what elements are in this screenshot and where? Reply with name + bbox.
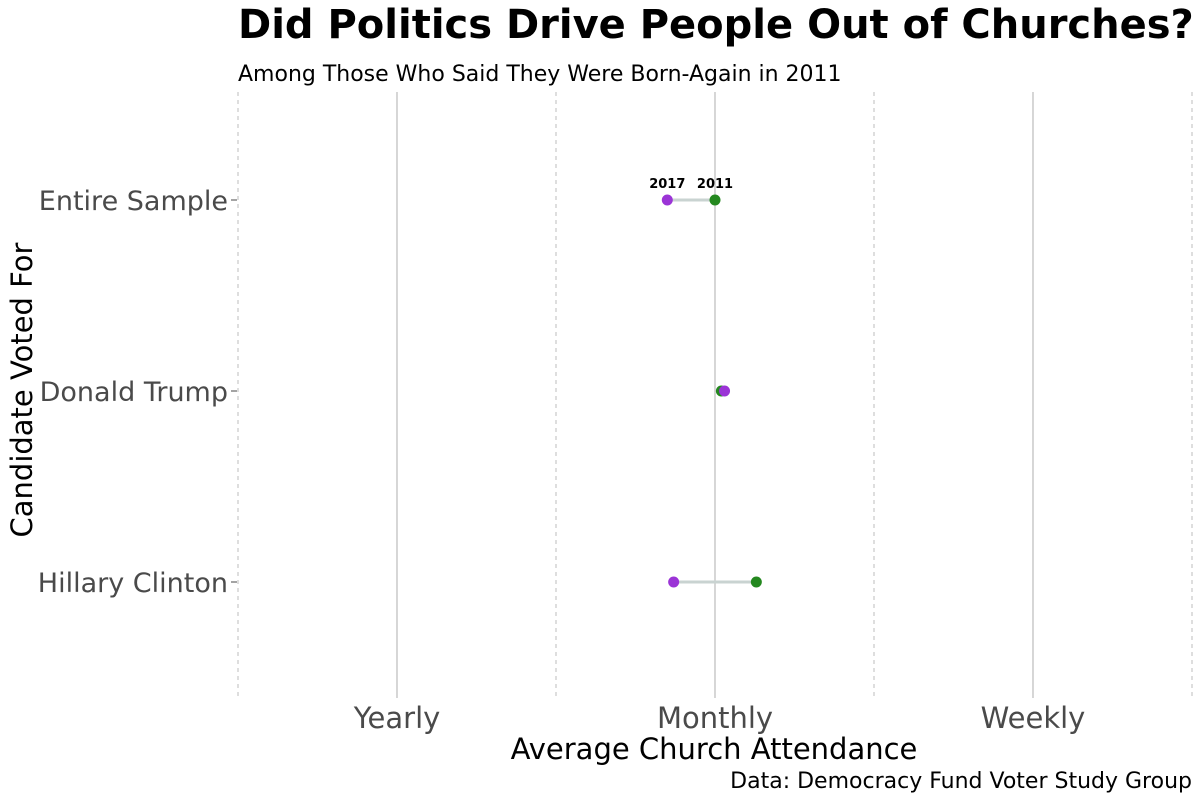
connectors (667, 198, 757, 584)
point-labels: 2017 2011 (649, 177, 733, 192)
x-axis: Yearly Monthly Weekly (353, 701, 1086, 735)
point-label-2017: 2017 (649, 177, 685, 192)
data-source-caption: Data: Democracy Fund Voter Study Group (730, 769, 1192, 794)
y-category-label: Entire Sample (39, 186, 228, 217)
x-axis-title: Average Church Attendance (511, 732, 918, 766)
y-category-label: Donald Trump (40, 377, 228, 408)
point-2017 (661, 194, 673, 206)
chart-title: Did Politics Drive People Out of Churche… (238, 2, 1194, 48)
point-2011 (709, 194, 721, 206)
point-2011 (750, 576, 762, 588)
point-2017 (668, 576, 680, 588)
x-tick-label: Yearly (353, 701, 441, 735)
chart-subtitle: Among Those Who Said They Were Born-Agai… (238, 62, 842, 87)
x-tick-label: Weekly (981, 701, 1086, 735)
y-axis: Entire Sample Donald Trump Hillary Clinton (38, 186, 237, 599)
data-points (661, 194, 762, 588)
grid (237, 92, 1193, 698)
point-2017 (719, 385, 731, 397)
point-label-2011: 2011 (697, 177, 733, 192)
x-tick-label: Monthly (657, 701, 773, 735)
y-axis-title: Candidate Voted For (5, 242, 39, 537)
y-category-label: Hillary Clinton (38, 568, 228, 599)
